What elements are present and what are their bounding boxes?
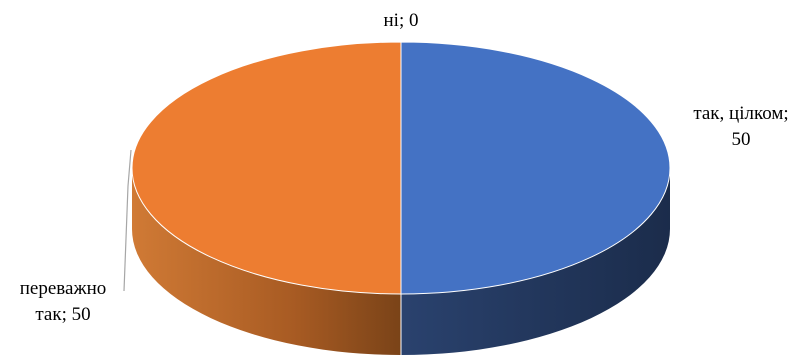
leader-line-pereважно-tak	[123, 149, 132, 292]
pie-slice-переважно-так	[131, 41, 402, 295]
data-label-так-цілком: так, цілком; 50	[693, 103, 788, 150]
data-label-ні: ні; 0	[384, 10, 419, 31]
pie-side-так-цілком	[401, 168, 670, 355]
pie-slice-так-цілком	[400, 41, 671, 295]
data-label-переважно-так: переважно так; 50	[20, 278, 106, 325]
pie-side-переважно-так	[132, 168, 401, 355]
